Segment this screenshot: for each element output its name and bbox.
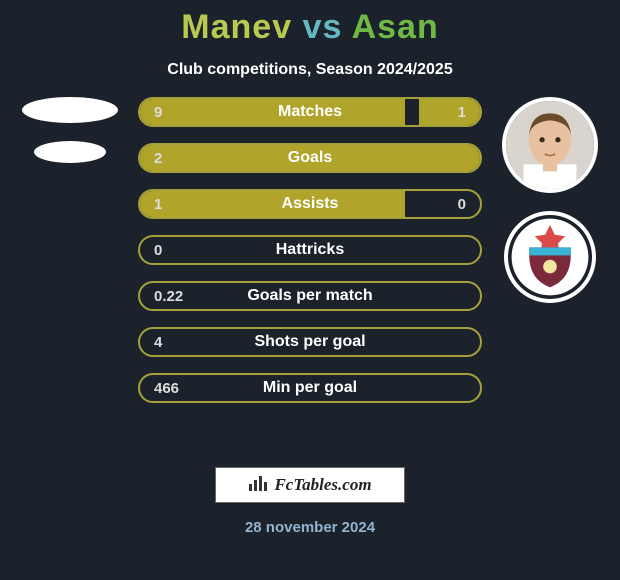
stat-label: Min per goal [140,375,480,401]
stat-bars: 91Matches 2Goals 10Assists 0Hattricks 0.22Go… [138,97,482,403]
stat-row: 2Goals [138,143,482,173]
subtitle: Club competitions, Season 2024/2025 [0,61,620,79]
stat-label: Matches [140,99,480,125]
title-player2: Asan [352,8,439,46]
brand-badge: FcTables.com [215,467,405,503]
stat-label: Shots per goal [140,329,480,355]
club-crest-icon [510,217,590,297]
player2-club-badge [504,211,596,303]
title-vs: vs [303,8,343,46]
stat-row: 4Shots per goal [138,327,482,357]
stat-label: Hattricks [140,237,480,263]
player2-avatar [502,97,598,193]
stat-label: Assists [140,191,480,217]
right-column [490,97,610,303]
chart-icon [248,474,268,497]
stat-label: Goals [140,145,480,171]
footer-date: 28 november 2024 [0,519,620,536]
stat-row: 10Assists [138,189,482,219]
stat-row: 0Hattricks [138,235,482,265]
brand-text: FcTables.com [274,475,371,495]
player2-face-icon [506,101,594,189]
comparison-card: Manev vs Asan Club competitions, Season … [0,0,620,580]
stat-row: 91Matches [138,97,482,127]
player1-club-placeholder [34,141,106,163]
stat-label: Goals per match [140,283,480,309]
left-column [10,97,130,163]
title: Manev vs Asan [0,0,620,47]
title-player1: Manev [181,8,292,46]
stat-row: 466Min per goal [138,373,482,403]
content-area: 91Matches 2Goals 10Assists 0Hattricks 0.22Go… [0,97,620,437]
player1-avatar-placeholder [22,97,118,123]
stat-row: 0.22Goals per match [138,281,482,311]
